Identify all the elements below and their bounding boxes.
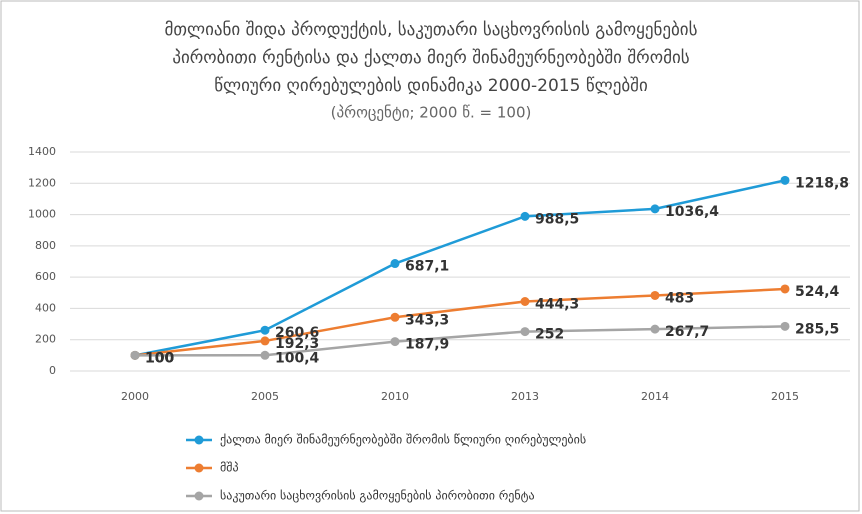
y-tick-label: 800 [35, 239, 56, 252]
x-tick-label: 2013 [511, 390, 539, 403]
data-label: 343,3 [405, 312, 449, 328]
data-label: 252 [535, 327, 564, 343]
data-point [650, 324, 660, 334]
x-tick-label: 2000 [121, 390, 149, 403]
data-label: 100 [145, 350, 174, 366]
data-point [130, 350, 140, 360]
chart-title: მთლიანი შიდა პროდუქტის, საკუთარი საცხოვრ… [164, 20, 697, 40]
data-label: 524,4 [795, 284, 840, 300]
data-label: 100 [145, 350, 174, 366]
data-label: 192,3 [275, 336, 319, 352]
legend-marker [194, 491, 204, 501]
y-tick-label: 200 [35, 333, 56, 346]
data-point [260, 350, 270, 360]
legend-label: ქალთა მიერ შინამეურნეობებში შრომის წლიურ… [220, 433, 586, 447]
series-line [134, 287, 786, 357]
x-tick-label: 2014 [641, 390, 669, 403]
data-point [780, 175, 790, 185]
data-point [780, 284, 790, 294]
y-tick-label: 1400 [28, 145, 56, 158]
data-label: 260,6 [275, 325, 319, 341]
data-point [780, 321, 790, 331]
data-label: 285,5 [795, 321, 839, 337]
data-point [260, 336, 270, 346]
data-point [520, 211, 530, 221]
data-point [390, 337, 400, 347]
data-label: 100,4 [275, 350, 320, 366]
series-line [134, 325, 786, 357]
legend-label: მშპ [220, 461, 239, 475]
data-label: 267,7 [665, 324, 709, 340]
data-label: 1036,4 [665, 204, 719, 220]
data-label: 483 [665, 290, 694, 306]
data-label: 687,1 [405, 259, 449, 275]
data-point [390, 312, 400, 322]
y-tick-label: 600 [35, 270, 56, 283]
x-tick-label: 2015 [771, 390, 799, 403]
y-tick-label: 0 [49, 364, 56, 377]
data-point [520, 327, 530, 337]
y-tick-label: 1000 [28, 208, 56, 221]
chart-title: პირობითი რენტისა და ქალთა მიერ შინამეურნ… [172, 48, 689, 68]
data-label: 988,5 [535, 211, 579, 227]
data-point [650, 204, 660, 214]
legend-marker [194, 463, 204, 473]
y-tick-label: 400 [35, 301, 56, 314]
x-tick-label: 2005 [251, 390, 279, 403]
chart-subtitle: (პროცენტი; 2000 წ. = 100) [331, 104, 532, 122]
data-point [520, 296, 530, 306]
x-tick-label: 2010 [381, 390, 409, 403]
legend-label: საკუთარი საცხოვრისის გამოყენების პირობით… [220, 489, 535, 503]
data-label: 1218,8 [795, 175, 849, 191]
y-tick-label: 1200 [28, 176, 56, 189]
data-label: 444,3 [535, 296, 579, 312]
data-point [650, 290, 660, 300]
data-point [390, 259, 400, 269]
series-line [134, 179, 786, 357]
data-point [260, 325, 270, 335]
data-label: 100 [145, 350, 174, 366]
chart-title: წლიური ღირებულების დინამიკა 2000-2015 წლ… [214, 76, 648, 96]
data-label: 187,9 [405, 337, 449, 353]
legend-marker [194, 435, 204, 445]
